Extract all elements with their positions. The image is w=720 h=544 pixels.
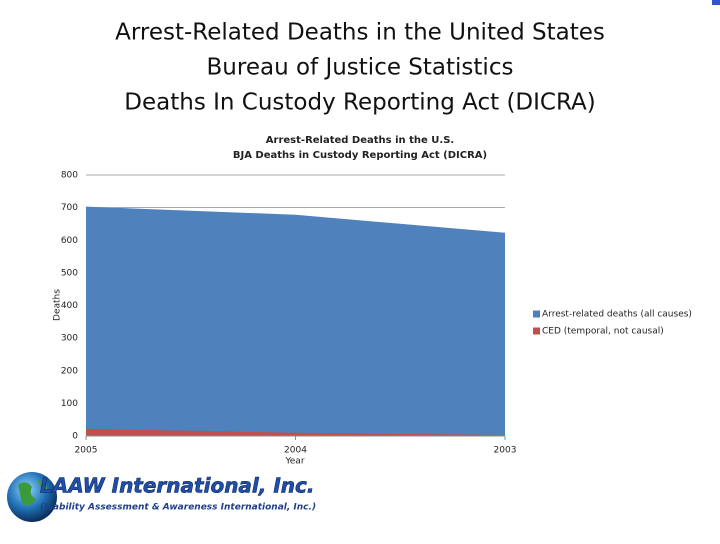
y-axis-label: Deaths (53, 289, 63, 321)
logo-land (18, 480, 48, 506)
logo-name: LAAW International, Inc. (40, 474, 314, 498)
y-tick-label: 300 (61, 334, 78, 344)
area (86, 428, 505, 436)
y-tick-label: 700 (61, 203, 78, 213)
legend-swatch (533, 310, 540, 318)
y-tick-label: 600 (61, 236, 78, 246)
y-tick-label: 200 (61, 366, 78, 376)
logo-subtitle: (Liability Assessment & Awareness Intern… (40, 503, 316, 513)
x-tick-label: 2005 (75, 446, 98, 456)
x-tick-label: 2003 (494, 446, 517, 456)
slide-title: Deaths In Custody Reporting Act (DICRA) (124, 90, 595, 116)
y-tick-label: 400 (61, 301, 78, 311)
x-axis-label: Year (284, 457, 304, 467)
y-tick-label: 100 (61, 399, 78, 409)
slide-title: Bureau of Justice Statistics (207, 55, 514, 81)
legend-swatch (533, 327, 540, 335)
y-tick-label: 800 (61, 171, 78, 181)
chart-title: Arrest-Related Deaths in the U.S. (266, 135, 454, 146)
x-tick-label: 2004 (284, 446, 307, 456)
area (86, 206, 505, 436)
logo: LAAW International, Inc. (Liability Asse… (7, 472, 316, 522)
legend-label: CED (temporal, not causal) (542, 327, 664, 337)
y-tick-label: 0 (72, 432, 78, 442)
y-tick-label: 500 (61, 268, 78, 278)
corner-mark (712, 0, 720, 5)
legend-label: Arrest-related deaths (all causes) (542, 310, 692, 320)
plot: 0 100 200 300 400 500 600 700 800 2005 2004 2003 Arr… (61, 171, 692, 456)
slide-title: Arrest-Related Deaths in the United Stat… (115, 20, 605, 46)
chart-title: BJA Deaths in Custody Reporting Act (DIC… (233, 150, 487, 161)
